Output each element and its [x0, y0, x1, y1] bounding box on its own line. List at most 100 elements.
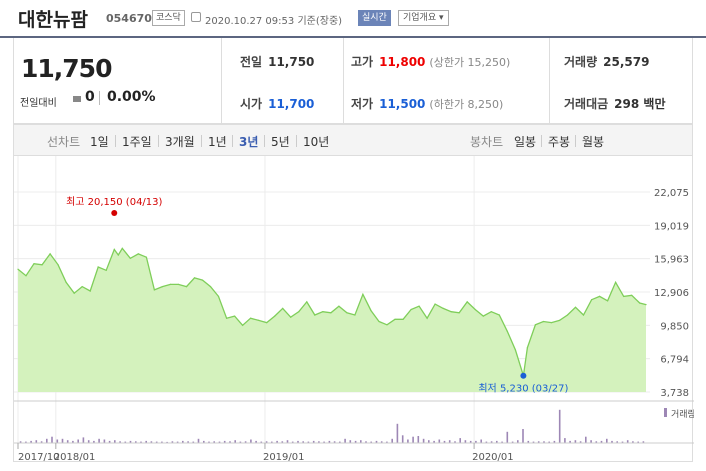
day-low: 저가 11,500 (하한가 8,250) [351, 97, 504, 111]
chevron-down-icon: ▾ [439, 13, 444, 23]
candle-daily[interactable]: 일봉 [514, 135, 537, 149]
price-point [639, 302, 641, 304]
volume-bar [286, 440, 289, 443]
price-point [25, 275, 27, 277]
volume-bar [182, 440, 184, 443]
x-tick-label: 2020/01 [472, 452, 514, 461]
price-point [81, 286, 83, 288]
volume-bar [323, 441, 325, 443]
company-overview-dropdown[interactable]: 기업개요 ▾ [398, 10, 449, 26]
period-5y[interactable]: 5년 [271, 135, 290, 149]
period-3y[interactable]: 3년 [239, 135, 259, 149]
divider [201, 135, 202, 147]
volume-bar [569, 440, 571, 443]
volume-bar [532, 441, 535, 443]
price-point [623, 295, 625, 297]
candle-monthly[interactable]: 월봉 [582, 135, 605, 149]
volume-bar [564, 438, 566, 443]
prev-close: 전일 11,750 [240, 55, 315, 69]
volume: 거래량 25,579 [564, 55, 650, 69]
period-1d[interactable]: 1일 [90, 135, 109, 149]
volume-bar [344, 438, 346, 443]
volume-bar [454, 441, 456, 444]
volume-bar [417, 436, 420, 443]
price-point [534, 324, 537, 326]
y-tick-label: 3,738 [660, 388, 689, 399]
price-point [615, 281, 617, 283]
change-label: 전일대비 [20, 98, 57, 109]
high-annotation: 최고 20,150 (04/13) [66, 196, 162, 208]
open-price: 시가 11,700 [240, 97, 315, 111]
price-point [41, 264, 43, 266]
price-point [117, 254, 119, 256]
volume-bar [360, 440, 362, 443]
price-point [458, 312, 460, 314]
clock-icon [191, 12, 201, 22]
candle-chart-label: 봉차트 [470, 135, 504, 149]
volume-bar [281, 441, 284, 444]
volume-bar [145, 440, 147, 443]
volume-bar [302, 441, 304, 444]
price-point [209, 286, 212, 288]
volume-bar [229, 441, 231, 444]
volume-bar [46, 438, 48, 443]
volume-bar [354, 440, 357, 443]
price-point [193, 277, 196, 279]
divider [541, 135, 542, 147]
price-point [49, 253, 51, 255]
price-chart: 22,075 19,019 15,963 12,906 9,850 6,794 3,738 … [13, 156, 696, 463]
period-3m[interactable]: 3개월 [165, 135, 195, 149]
volume-legend: 거래량 [671, 408, 694, 420]
volume-bar [548, 441, 550, 443]
volume-bar [543, 441, 545, 444]
volume-bar [155, 441, 158, 443]
volume-bar [140, 441, 142, 443]
price-point [338, 305, 340, 307]
volume-bar [166, 441, 168, 443]
volume-bar [218, 441, 221, 443]
volume-bar [433, 440, 435, 443]
price-area [18, 248, 646, 392]
realtime-button[interactable]: 실시간 [358, 10, 391, 26]
price-point [73, 292, 75, 294]
price-point [89, 290, 91, 292]
period-1w[interactable]: 1주일 [122, 135, 152, 149]
day-high: 고가 11,800 (상한가 15,250) [351, 55, 511, 69]
volume-bar [537, 441, 540, 444]
volume-bar [51, 436, 53, 443]
volume-bar [61, 438, 64, 443]
price-point [558, 319, 561, 321]
volume-bar [25, 441, 27, 443]
price-point [550, 322, 553, 324]
volume-bar [307, 441, 310, 443]
volume-bar [93, 440, 95, 443]
stock-name: 대한뉴팜 [18, 9, 88, 31]
candle-weekly[interactable]: 주봉 [548, 135, 571, 149]
period-1y[interactable]: 1년 [208, 135, 227, 149]
current-price-panel: 11,750 전일대비 0 0.00% [14, 38, 222, 123]
volume-bar [291, 441, 294, 443]
price-chart-svg: 22,07519,01915,96312,9069,8506,7943,738 … [14, 156, 696, 463]
price-point [498, 314, 500, 316]
price-point [526, 347, 529, 349]
volume-bar [124, 441, 127, 443]
volume-bar [422, 438, 425, 443]
period-10y[interactable]: 10년 [303, 135, 330, 149]
price-point [450, 311, 452, 313]
volume-bar [611, 440, 613, 443]
volume-bar [349, 440, 352, 443]
volume-bar [244, 441, 247, 444]
price-summary: 11,750 전일대비 0 0.00% 전일 11,750 고가 11,800 (상한… [13, 38, 693, 124]
price-point [418, 305, 420, 307]
volume-bar [438, 439, 441, 443]
price-point [506, 330, 508, 332]
price-point [17, 268, 19, 270]
divider [575, 135, 576, 147]
volume-bar [448, 440, 451, 443]
volume-bar [276, 440, 278, 443]
price-point [607, 300, 609, 302]
volume-bar [496, 440, 498, 443]
volume-bar [77, 439, 79, 443]
price-point [482, 315, 484, 317]
